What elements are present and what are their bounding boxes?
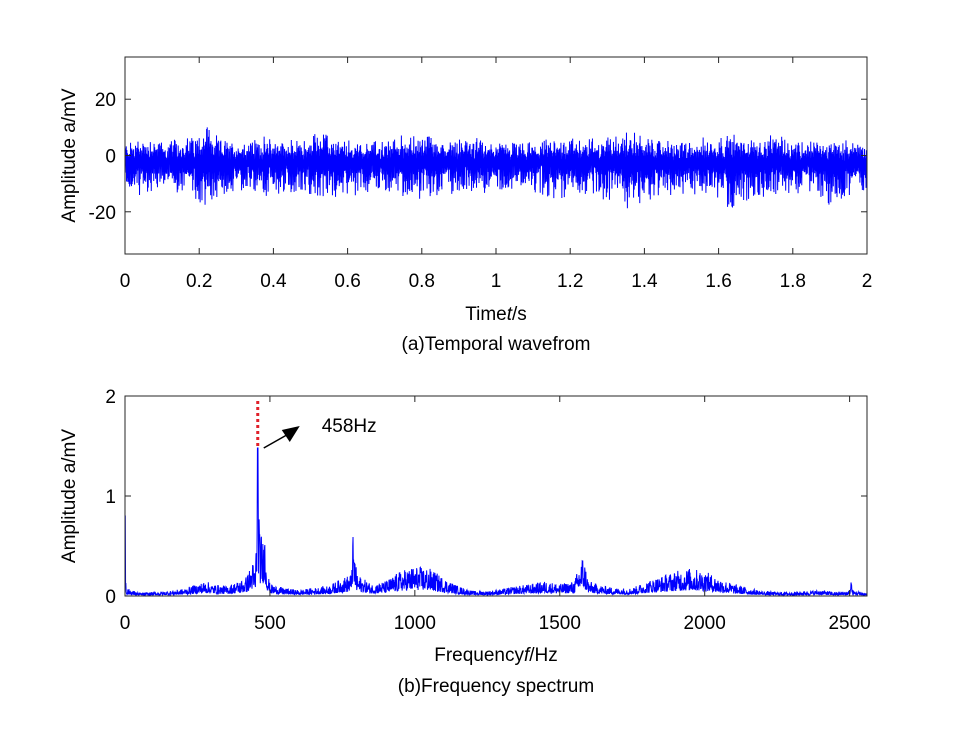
x-tick-label: 2 xyxy=(862,271,873,292)
x-tick-label: 0.6 xyxy=(334,271,360,292)
x-tick-label: 2500 xyxy=(828,613,870,634)
y-tick-label: 0 xyxy=(105,147,116,168)
x-tick-label: 0 xyxy=(120,271,131,292)
figure-caption: (b)Frequency spectrum xyxy=(398,676,594,697)
x-tick-label: 0.4 xyxy=(260,271,287,292)
x-axis-label-unit: /s xyxy=(512,304,527,325)
x-tick-label: 2000 xyxy=(684,613,726,634)
figure-caption: (a)Temporal wavefrom xyxy=(402,334,591,355)
y-axis-label: Amplitude a/mV xyxy=(59,429,80,563)
x-axis-label-text: Frequency xyxy=(434,645,524,666)
series-line-0 xyxy=(124,127,868,209)
x-tick-label: 1.2 xyxy=(557,271,583,292)
panel-temporal-waveform: 0 0.2 0.4 0.6 0.8 1 1.2 1.4 1.6 1.8 2 -20 0 20 Timet/s… xyxy=(59,56,873,355)
x-tick-label: 0.2 xyxy=(186,271,212,292)
y-tick-label: 2 xyxy=(105,387,116,408)
x-axis-label-variable: t xyxy=(507,304,513,325)
x-axis-label-variable: f xyxy=(524,645,531,666)
annotation-arrow-head xyxy=(281,426,300,442)
x-tick-label: 1000 xyxy=(394,613,436,634)
x-tick-label: 1.8 xyxy=(780,271,806,292)
y-tick-label: -20 xyxy=(89,203,116,224)
x-axis-label: Frequencyf/Hz xyxy=(434,645,558,666)
y-tick-label: 1 xyxy=(105,487,116,508)
series-line-1 xyxy=(124,447,868,597)
x-axis-label-text: Time xyxy=(465,304,507,325)
x-axis-label-unit: /Hz xyxy=(529,645,558,666)
x-tick-label: 500 xyxy=(254,613,286,634)
peak-annotation-label: 458Hz xyxy=(322,416,377,437)
y-axis-label: Amplitude a/mV xyxy=(59,88,80,222)
x-axis-label: Timet/s xyxy=(465,304,527,325)
y-tick-label: 20 xyxy=(95,90,116,111)
x-tick-label: 0.8 xyxy=(409,271,435,292)
x-tick-label: 1500 xyxy=(539,613,581,634)
y-tick-label: 0 xyxy=(105,587,116,608)
x-tick-label: 1 xyxy=(491,271,502,292)
x-tick-label: 1.4 xyxy=(631,271,658,292)
panel-frequency-spectrum: 0 500 1000 1500 2000 2500 0 1 2 Frequencyf/Hz Ampl… xyxy=(59,387,871,697)
axes-box-1 xyxy=(124,395,868,597)
x-tick-label: 0 xyxy=(120,613,131,634)
x-tick-label: 1.6 xyxy=(705,271,731,292)
